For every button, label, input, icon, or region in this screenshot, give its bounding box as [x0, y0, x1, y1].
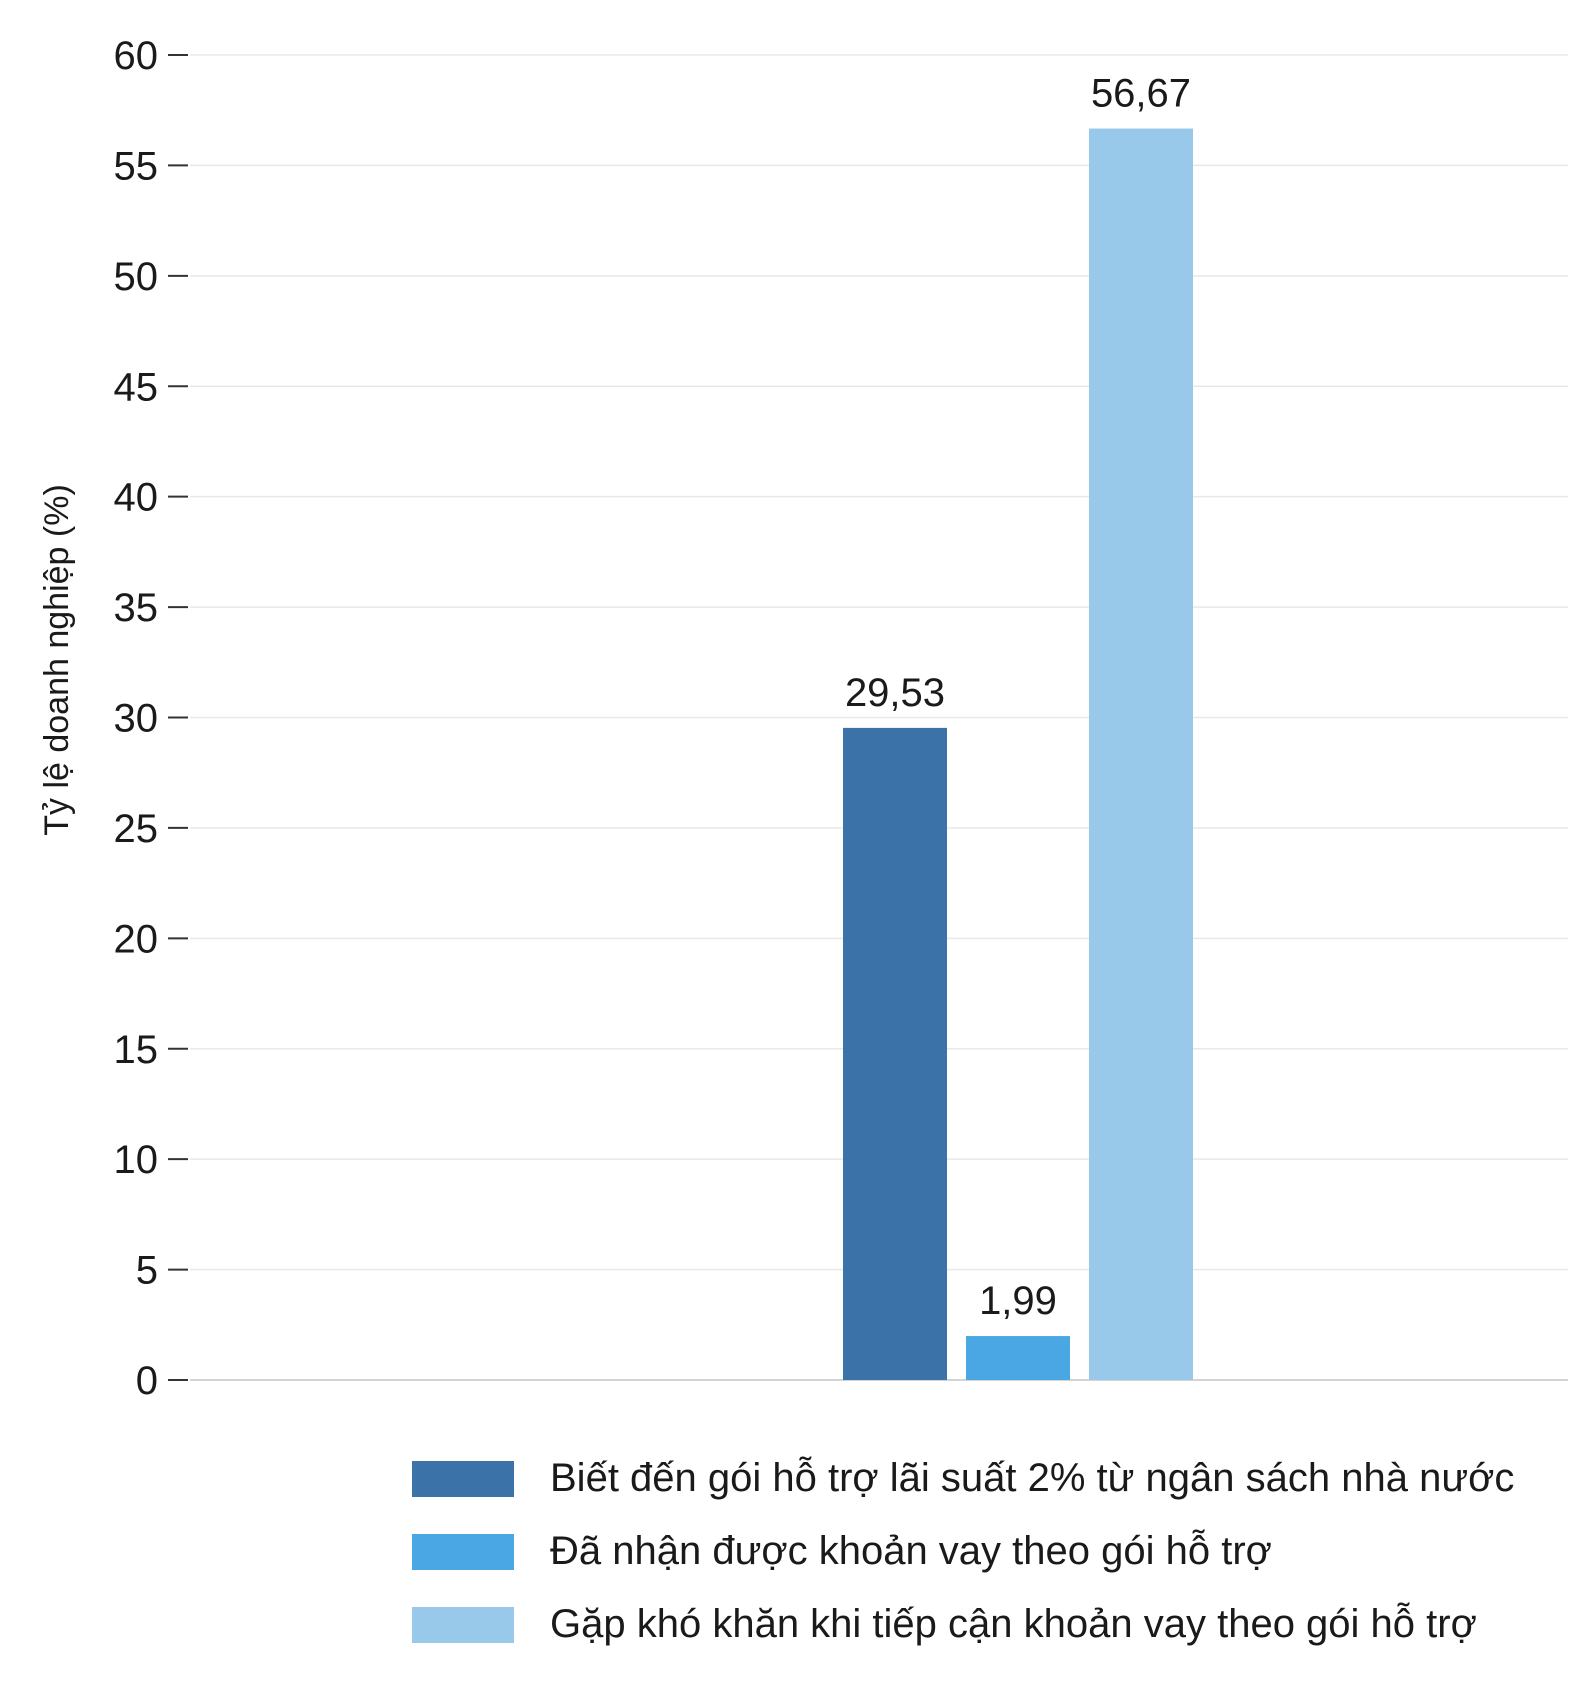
y-tick-label: 35	[114, 586, 159, 630]
legend-swatch-aware	[412, 1460, 514, 1497]
y-tick-label: 50	[114, 255, 159, 299]
y-tick-label: 10	[114, 1138, 159, 1182]
data-label: 1,99	[979, 1279, 1057, 1323]
bar	[843, 727, 947, 1380]
legend-item-aware: Biết đến gói hỗ trợ lãi suất 2% từ ngân …	[412, 1442, 1562, 1515]
y-tick-label: 25	[114, 807, 159, 851]
legend-label-received: Đã nhận được khoản vay theo gói hỗ trợ	[550, 1529, 1272, 1573]
y-tick-label: 55	[114, 144, 159, 188]
y-tick-label: 45	[114, 365, 159, 409]
y-tick-label: 30	[114, 697, 159, 741]
data-label: 29,53	[845, 671, 945, 715]
legend-swatch-difficulty	[412, 1606, 514, 1643]
bar	[966, 1336, 1070, 1380]
y-tick-label: 15	[114, 1028, 159, 1072]
y-axis-label: Tỷ lệ doanh nghiệp (%)	[38, 484, 76, 836]
legend-item-received: Đã nhận được khoản vay theo gói hỗ trợ	[412, 1515, 1562, 1588]
legend-label-difficulty: Gặp khó khăn khi tiếp cận khoản vay theo…	[550, 1602, 1477, 1646]
legend-label-aware: Biết đến gói hỗ trợ lãi suất 2% từ ngân …	[550, 1456, 1515, 1500]
y-tick-label: 20	[114, 917, 159, 961]
legend-item-difficulty: Gặp khó khăn khi tiếp cận khoản vay theo…	[412, 1588, 1562, 1661]
y-tick-label: 40	[114, 476, 159, 520]
bars	[843, 128, 1193, 1381]
y-tick-label: 5	[136, 1249, 158, 1293]
data-labels: 29,53 1,99 56,67	[845, 72, 1191, 1324]
y-axis: 0 5 10 15 20 25 30 35 40 45 50 55 60	[114, 34, 188, 1403]
legend: Biết đến gói hỗ trợ lãi suất 2% từ ngân …	[412, 1442, 1562, 1661]
y-tick-label: 60	[114, 34, 159, 78]
data-label: 56,67	[1091, 72, 1191, 116]
legend-swatch-received	[412, 1533, 514, 1570]
bar	[1089, 128, 1193, 1381]
y-tick-label: 0	[136, 1359, 158, 1403]
